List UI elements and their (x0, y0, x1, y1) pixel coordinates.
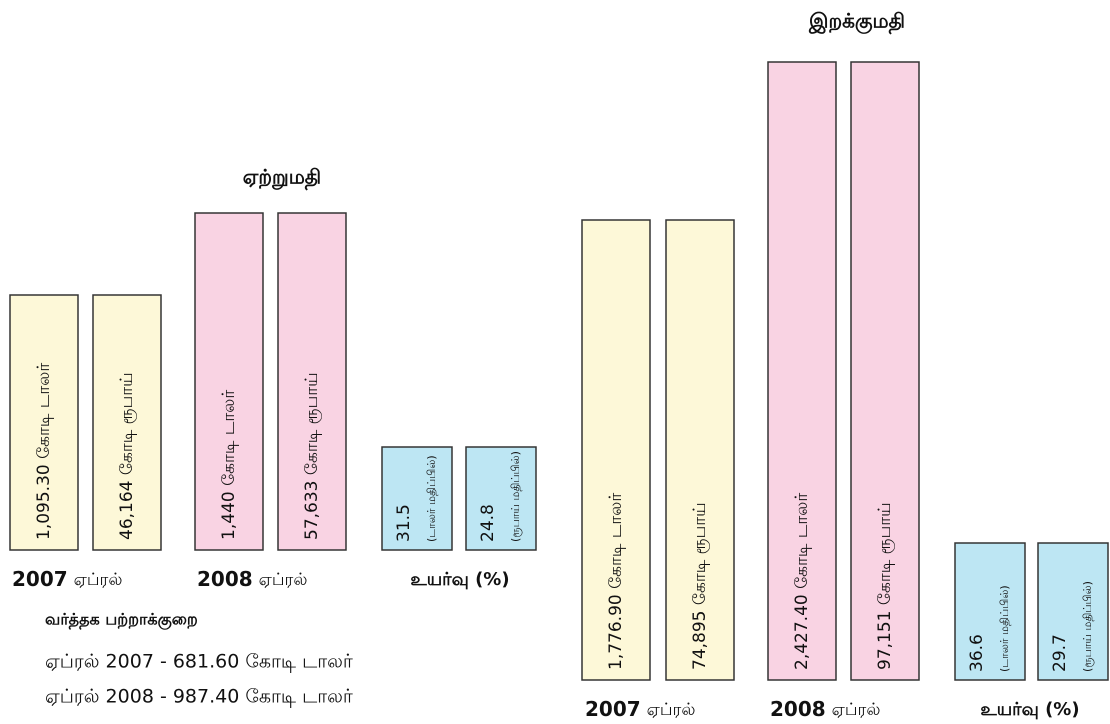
deficit-line: ஏப்ரல் 2008 - 987.40 கோடி டாலர் (45, 686, 353, 708)
bar-label: 1,440 கோடி டாலர் (219, 390, 239, 540)
growth-label: (டாலர் மதிப்பில்) (425, 455, 438, 542)
growth-label: (டாலர் மதிப்பில்) (998, 585, 1011, 672)
year: 2007 (585, 697, 641, 721)
bar-label: 2,427.40 கோடி டாலர் (792, 493, 812, 670)
year-label: 2008 ஏப்ரல் (197, 567, 307, 591)
import-title: இறக்குமதி (808, 9, 905, 35)
month: ஏப்ரல் (74, 570, 123, 590)
deficit-title: வர்த்தக பற்றாக்குறை (45, 610, 198, 631)
deficit-line: ஏப்ரல் 2007 - 681.60 கோடி டாலர் (45, 651, 353, 673)
year: 2008 (197, 567, 253, 591)
bar (767, 61, 837, 681)
bar-label: 46,164 கோடி ரூபாய் (117, 372, 137, 540)
year-label: 2007 ஏப்ரல் (12, 567, 122, 591)
growth-label: 36.6 (967, 634, 987, 672)
growth-label: (ரூபாய் மதிப்பில்) (1081, 581, 1094, 672)
bar (850, 61, 920, 681)
bar (92, 294, 162, 551)
bar-label: 57,633 கோடி ரூபாய் (302, 372, 322, 540)
growth-title: உயர்வு (%) (980, 699, 1079, 720)
month: ஏப்ரல் (259, 570, 308, 590)
growth-bar (1037, 542, 1109, 681)
growth-bar (465, 446, 537, 551)
bar (277, 212, 347, 551)
growth-label: (ரூபாய் மதிப்பில்) (509, 451, 522, 542)
year-label: 2007 ஏப்ரல் (585, 697, 695, 721)
year-label: 2008 ஏப்ரல் (770, 697, 880, 721)
bar (581, 219, 651, 681)
month: ஏப்ரல் (832, 700, 881, 720)
export-title: ஏற்றுமதி (243, 165, 321, 191)
year: 2008 (770, 697, 826, 721)
month: ஏப்ரல் (647, 700, 696, 720)
bar (194, 212, 264, 551)
year: 2007 (12, 567, 68, 591)
growth-title: உயர்வு (%) (410, 569, 509, 590)
growth-bar (954, 542, 1026, 681)
bar-label: 97,151 கோடி ரூபாய் (875, 502, 895, 670)
growth-bar (381, 446, 453, 551)
growth-label: 29.7 (1050, 634, 1070, 672)
bar (9, 294, 79, 551)
growth-label: 31.5 (394, 504, 414, 542)
bar-label: 1,776.90 கோடி டாலர் (606, 493, 626, 670)
bar-label: 74,895 கோடி ரூபாய் (690, 502, 710, 670)
bar-label: 1,095.30 கோடி டாலர் (34, 363, 54, 540)
growth-label: 24.8 (478, 504, 498, 542)
bar (665, 219, 735, 681)
